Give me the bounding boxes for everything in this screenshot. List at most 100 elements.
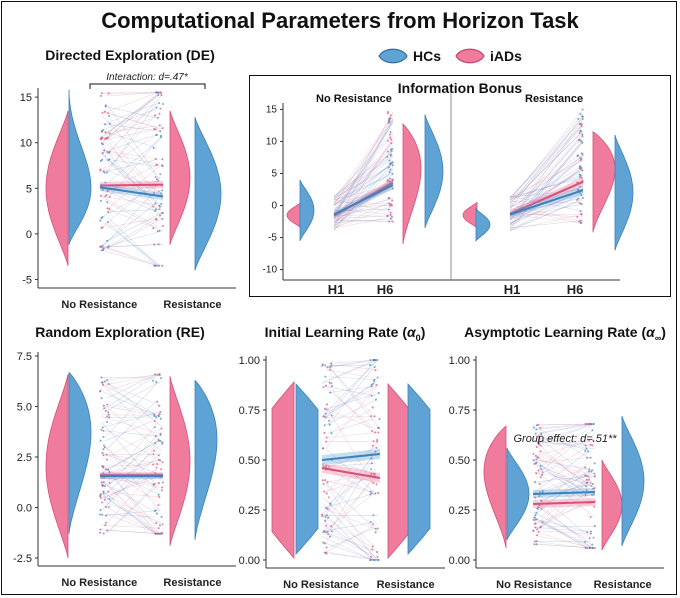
ib-individual-line (509, 155, 584, 207)
re-dot (159, 417, 162, 420)
ilr-dot (374, 450, 377, 453)
de-dot (158, 112, 161, 115)
ilr-dot (326, 403, 329, 406)
re-individual-line (105, 506, 159, 534)
alr-individual-line (538, 467, 592, 485)
alr-individual-line (539, 441, 589, 446)
de-dot (161, 103, 164, 106)
ib-dot (578, 138, 581, 141)
re-individual-line (100, 493, 156, 534)
ilr-dot (324, 515, 327, 518)
ib-dot (389, 114, 392, 117)
ib-violin-hcs-h6-1 (614, 134, 634, 251)
ib-dot (390, 142, 393, 145)
re-dot (156, 463, 159, 466)
ilr-individual-line (329, 364, 374, 366)
alr-dot (591, 543, 594, 546)
de-individual-line (106, 108, 156, 140)
re-individual-line (100, 382, 156, 415)
re-dot (161, 486, 164, 489)
de-dot (99, 168, 102, 171)
de-dot (99, 245, 102, 248)
alr-individual-line (533, 527, 588, 532)
alr-dot (541, 490, 544, 493)
alr-dot (532, 529, 535, 532)
re-individual-line (107, 514, 160, 535)
re-individual-line (101, 464, 162, 467)
ib-dot (577, 117, 580, 120)
re-individual-line (102, 477, 160, 485)
ib-dot (388, 177, 391, 180)
alr-mean-line-iads (532, 501, 596, 505)
re-individual-line (107, 434, 158, 487)
alr-dot (589, 481, 592, 484)
ilr-dot (328, 381, 331, 384)
ilr-dot (374, 527, 377, 530)
ib-dot (387, 208, 390, 211)
ilr-dot (374, 492, 377, 495)
ilr-individual-line (326, 380, 377, 417)
de-violin-iads-nores (45, 110, 69, 266)
alr-dot (589, 516, 592, 519)
alr-individual-line (537, 423, 593, 443)
ib-individual-line (333, 201, 394, 205)
de-dot (160, 134, 163, 137)
de-individual-line (102, 125, 162, 133)
de-dot (161, 224, 164, 227)
alr-dot (586, 531, 589, 534)
re-individual-line (101, 440, 159, 473)
ilr-dot (327, 533, 330, 536)
alr-individual-line (533, 475, 593, 483)
ib-individual-line (333, 180, 394, 210)
alr-dot (588, 547, 591, 549)
ilr-dot (369, 559, 372, 561)
alr-dot (587, 439, 590, 442)
ilr-individual-line (326, 359, 373, 368)
alr-individual-line (538, 479, 590, 530)
ib-individual-line (333, 173, 394, 201)
ib-dot (581, 169, 584, 172)
ilr-individual-line (325, 508, 375, 530)
alr-individual-line (534, 494, 588, 509)
alr-individual-line (537, 465, 591, 487)
re-individual-line (103, 491, 156, 534)
ilr-dot (369, 520, 372, 523)
ib-individual-line (509, 176, 584, 199)
re-dot (103, 498, 106, 501)
ilr-individual-line (322, 359, 378, 416)
ilr-individual-line (323, 384, 379, 417)
de-dot (161, 127, 164, 130)
re-individual-line (101, 391, 157, 417)
re-individual-line (100, 467, 161, 496)
ib-dot (578, 167, 581, 170)
re-dot (99, 509, 102, 512)
re-dot (159, 434, 162, 437)
alr-violin-hcs-res (621, 415, 645, 547)
alr-dot (588, 537, 591, 540)
ib-individual-line (333, 215, 394, 219)
ib-individual-line (333, 154, 394, 198)
ilr-individual-line (323, 480, 374, 557)
de-dot (107, 151, 110, 154)
alr-dot (535, 543, 538, 546)
re-ytick-label-3: 5.0 (17, 402, 32, 414)
alr-dot (592, 547, 595, 549)
alr-individual-line (535, 429, 594, 476)
de-dot (154, 202, 157, 205)
re-dot (106, 420, 109, 423)
ib-dot (389, 204, 392, 207)
de-dot (103, 149, 106, 152)
ilr-dot (376, 426, 379, 429)
alr-individual-line (534, 541, 588, 549)
alr-dot (538, 443, 541, 446)
alr-dot (586, 481, 589, 484)
re-dot (100, 481, 103, 484)
ilr-ytick-label-1: 0.25 (239, 505, 260, 517)
re-dot (103, 407, 106, 410)
de-individual-line (107, 212, 163, 242)
ilr-individual-line (324, 466, 375, 495)
alr-dot (541, 521, 544, 524)
ib-dot (581, 135, 584, 138)
ilr-individual-line (328, 386, 375, 393)
ib-individual-line (509, 109, 584, 202)
